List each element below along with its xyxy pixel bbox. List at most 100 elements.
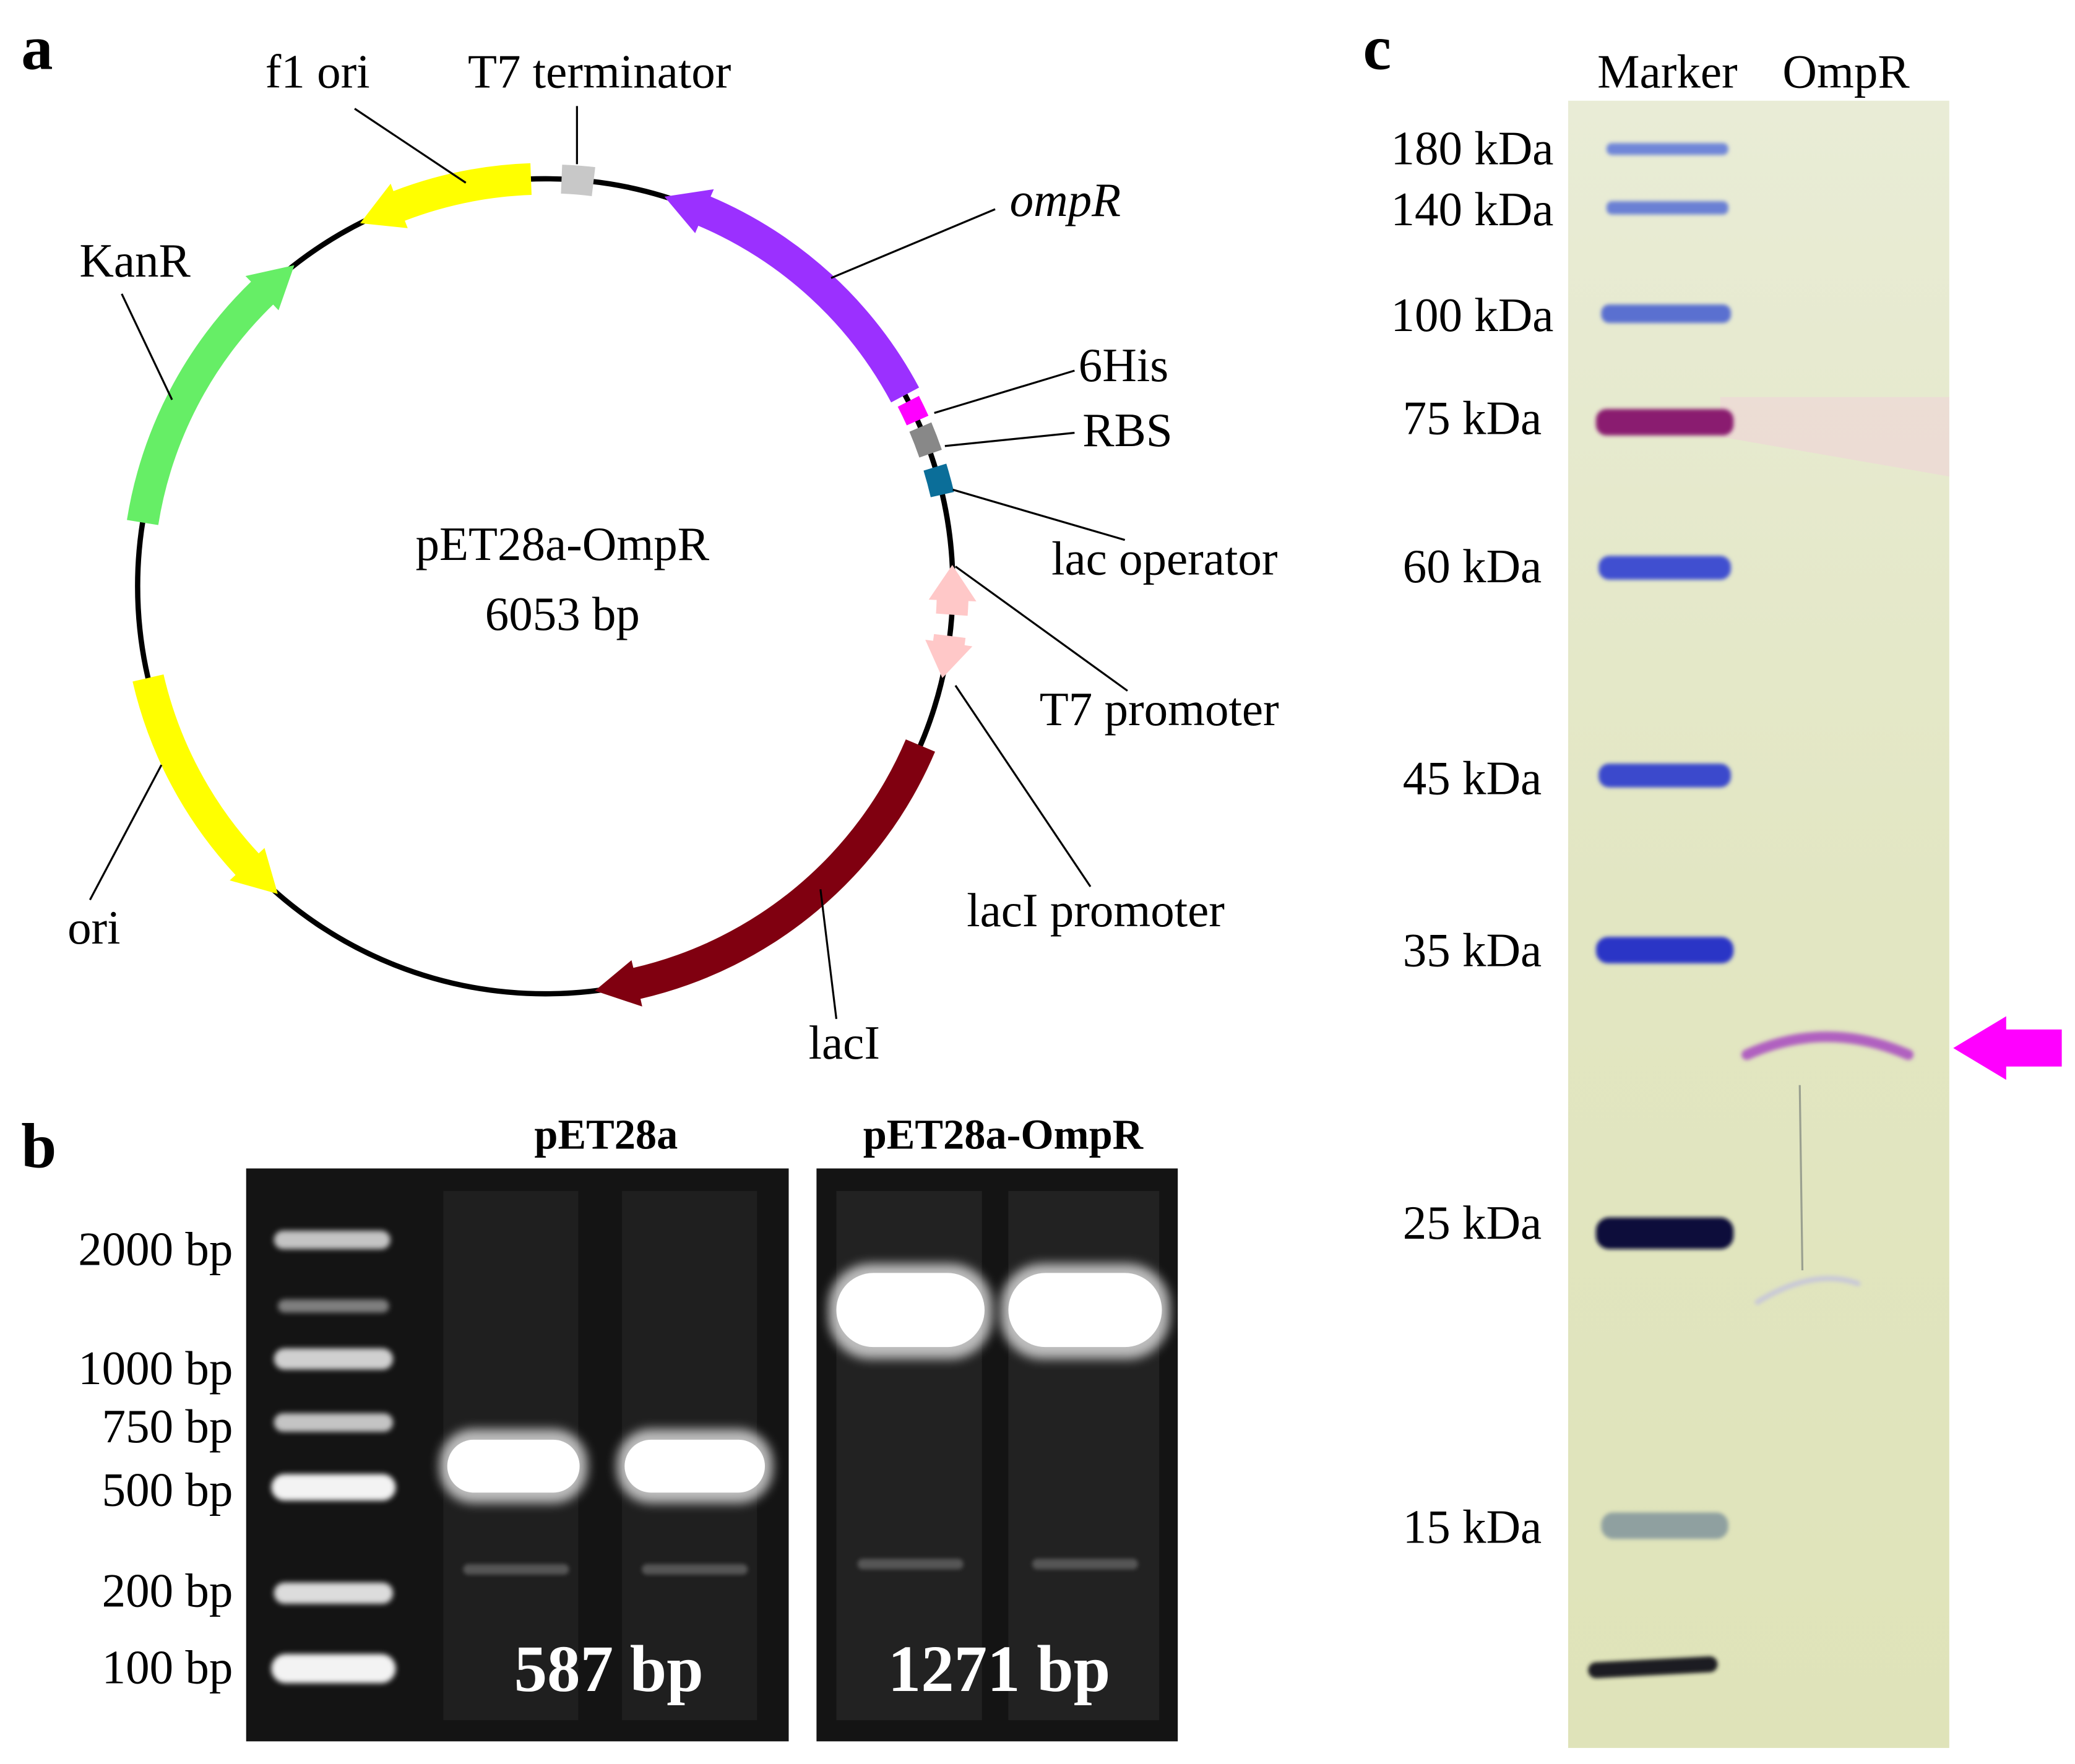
marker-band-60 bbox=[1598, 556, 1732, 580]
sds-page-gel bbox=[1568, 100, 1949, 1749]
ladder-band-200 bbox=[274, 1582, 394, 1604]
leader-f1-ori bbox=[354, 108, 467, 184]
plasmid-features bbox=[127, 163, 977, 1007]
marker-label-35: 35 kDa bbox=[1403, 923, 1542, 976]
ompR-indicator-arrow bbox=[1953, 1016, 2062, 1080]
ompR-protein-band bbox=[1741, 1031, 1914, 1061]
ladder-band-100 bbox=[271, 1654, 396, 1684]
panel-b-letter: b bbox=[21, 1111, 56, 1181]
marker-band-bottom bbox=[1588, 1656, 1718, 1679]
marker-label-140: 140 kDa bbox=[1391, 183, 1554, 236]
label-laci-promoter: lacI promoter bbox=[967, 884, 1225, 937]
leader-6his bbox=[934, 369, 1075, 414]
label-t7-promoter: T7 promoter bbox=[1040, 682, 1279, 736]
label-f1-ori: f1 ori bbox=[265, 45, 370, 98]
marker-label-75: 75 kDa bbox=[1403, 392, 1542, 445]
protein-marker-labels: 180 kDa 140 kDa 100 kDa 75 kDa 60 kDa 45… bbox=[1391, 121, 1554, 1553]
panel-a-letter: a bbox=[21, 13, 53, 83]
ladder-label-200: 200 bp bbox=[102, 1564, 233, 1617]
ladder-label-100: 100 bp bbox=[102, 1640, 233, 1693]
gel-pink-tint bbox=[1720, 397, 1949, 477]
gel-1-size-label: 587 bp bbox=[514, 1633, 704, 1706]
panel-a: a pET28a-OmpR 6053 bp f1 ori T7 terminat… bbox=[21, 13, 1279, 1069]
gel-2-lane-1-band bbox=[836, 1273, 985, 1348]
gel2-title: pET28a-OmpR bbox=[863, 1111, 1144, 1158]
lane-label-ompR: OmpR bbox=[1782, 45, 1910, 98]
ori-arrow bbox=[132, 674, 278, 894]
panel-c: c Marker OmpR 180 kDa 140 kDa bbox=[1363, 13, 2062, 1749]
label-ompR: ompR bbox=[1010, 173, 1121, 226]
dna-ladder-labels: 2000 bp 1000 bp 750 bp 500 bp 200 bp 100… bbox=[78, 1223, 233, 1694]
label-lac-operator: lac operator bbox=[1051, 531, 1277, 585]
leader-kanr bbox=[121, 293, 173, 400]
leader-ompR bbox=[830, 208, 996, 279]
label-laci: lacI bbox=[809, 1016, 880, 1069]
marker-band-140 bbox=[1607, 201, 1728, 215]
panel-c-letter: c bbox=[1363, 13, 1392, 83]
marker-band-15 bbox=[1601, 1512, 1728, 1539]
kanR-gene-arrow bbox=[127, 265, 295, 525]
gel-1-lane-1-band bbox=[447, 1439, 580, 1493]
lac-operator-block bbox=[923, 463, 954, 497]
rbs-block bbox=[909, 422, 942, 458]
t7-promoter-arrow bbox=[928, 565, 977, 616]
ladder-band-1500 bbox=[278, 1299, 389, 1313]
ladder-label-500: 500 bp bbox=[102, 1463, 233, 1517]
marker-label-60: 60 kDa bbox=[1403, 540, 1542, 593]
marker-band-75 bbox=[1595, 409, 1734, 436]
plasmid-name: pET28a-OmpR bbox=[416, 517, 710, 570]
leader-ori bbox=[88, 764, 163, 901]
ompR-lane bbox=[1741, 1031, 1914, 1305]
marker-band-35 bbox=[1595, 937, 1734, 964]
t7-terminator-block bbox=[561, 165, 595, 196]
marker-band-100 bbox=[1601, 304, 1732, 324]
label-6his: 6His bbox=[1079, 338, 1168, 392]
marker-band-45 bbox=[1598, 764, 1732, 788]
gel-2-size-label: 1271 bp bbox=[888, 1633, 1110, 1706]
ompR-gene-arrow bbox=[664, 189, 920, 403]
ladder-band-2000 bbox=[274, 1230, 390, 1249]
ladder-label-750: 750 bp bbox=[102, 1400, 233, 1453]
leader-t7-promoter bbox=[954, 566, 1128, 692]
marker-label-100: 100 kDa bbox=[1391, 288, 1554, 342]
lacI-promoter-arrow bbox=[925, 634, 973, 678]
f1-ori-arrow bbox=[360, 163, 532, 228]
marker-band-25 bbox=[1595, 1217, 1734, 1249]
gel-1-lane-2-faint-band bbox=[642, 1564, 748, 1575]
plasmid-size: 6053 bp bbox=[485, 587, 640, 640]
ompR-lower-faint-band bbox=[1754, 1276, 1861, 1305]
gel-2-lane-2-band bbox=[1008, 1273, 1162, 1348]
gel1-title: pET28a bbox=[534, 1111, 678, 1158]
marker-label-15: 15 kDa bbox=[1403, 1500, 1542, 1554]
marker-label-180: 180 kDa bbox=[1391, 121, 1554, 174]
gel-2-lane-1-faint-band bbox=[857, 1559, 964, 1570]
ladder-band-500 bbox=[271, 1474, 396, 1501]
leader-rbs bbox=[944, 431, 1075, 447]
agarose-gel-1: 587 bp bbox=[246, 1168, 789, 1742]
leader-laci-promoter bbox=[954, 685, 1092, 887]
label-t7-terminator: T7 terminator bbox=[468, 45, 731, 98]
leader-laci bbox=[819, 889, 838, 1020]
gel-1-ladder bbox=[271, 1230, 396, 1684]
gel-1-lane-1-faint-band bbox=[463, 1564, 569, 1575]
marker-label-45: 45 kDa bbox=[1403, 751, 1542, 804]
ompR-streak bbox=[1798, 1085, 1804, 1271]
marker-band-180 bbox=[1607, 143, 1728, 155]
label-rbs: RBS bbox=[1082, 403, 1172, 457]
gel-1-lane-2-band bbox=[624, 1439, 765, 1493]
ladder-label-1000: 1000 bp bbox=[78, 1341, 233, 1395]
label-ori: ori bbox=[67, 901, 121, 954]
leader-lines bbox=[88, 106, 1128, 1020]
ladder-band-1000 bbox=[274, 1348, 394, 1370]
leader-lac-operator bbox=[952, 488, 1126, 541]
lacI-gene-arrow bbox=[595, 739, 935, 1007]
lane-label-marker: Marker bbox=[1597, 45, 1738, 98]
ladder-band-750 bbox=[274, 1413, 394, 1432]
agarose-gel-2: 1271 bp bbox=[816, 1168, 1178, 1742]
ladder-label-2000: 2000 bp bbox=[78, 1223, 233, 1276]
marker-label-25: 25 kDa bbox=[1403, 1196, 1542, 1249]
his6-tag-block bbox=[897, 395, 929, 426]
gel-2-lane-2-faint-band bbox=[1032, 1559, 1139, 1570]
